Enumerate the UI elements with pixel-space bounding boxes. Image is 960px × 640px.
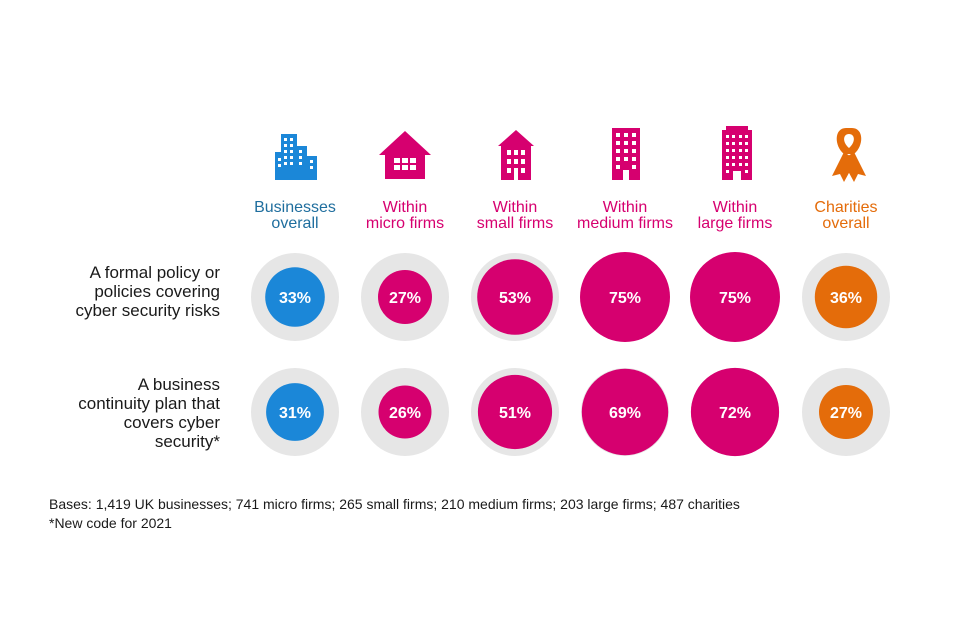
column-header-line: medium firms <box>576 215 673 232</box>
bases-footnote: Bases: 1,419 UK businesses; 741 micro fi… <box>49 496 740 512</box>
column-header-line: Businesses <box>254 199 336 216</box>
bubble-value-label: 36% <box>830 290 862 307</box>
bubble-value-label: 72% <box>719 405 751 422</box>
row-label-line: covers cyber <box>123 413 220 432</box>
column-header-line: Within <box>492 199 538 216</box>
medium-building-icon <box>612 128 640 180</box>
bubble-value-label: 53% <box>499 290 531 307</box>
row-label-line: continuity plan that <box>78 394 220 413</box>
column-header-line: Within <box>382 199 428 216</box>
bubble-micro <box>378 385 432 439</box>
column-header-line: micro firms <box>365 215 445 232</box>
bubble-value-label: 75% <box>609 290 641 307</box>
bubble-value-label: 69% <box>609 405 641 422</box>
row-label-line: cyber security risks <box>75 301 220 320</box>
column-header-large: Within large firms <box>675 200 795 232</box>
tower-building-icon <box>722 126 752 180</box>
bubble-medium <box>581 368 669 456</box>
column-header-medium: Within medium firms <box>565 200 685 232</box>
bubble-value-label: 26% <box>389 405 421 422</box>
column-header-line: Within <box>602 199 648 216</box>
column-header-line: Within <box>712 199 758 216</box>
row-label-continuity: A business continuity plan that covers c… <box>0 375 224 451</box>
bubble-small <box>477 374 553 450</box>
bubble-value-label: 33% <box>279 290 311 307</box>
bubble-businesses <box>266 383 324 441</box>
bubble-large <box>690 252 780 342</box>
column-header-businesses: Businesses overall <box>235 200 355 232</box>
column-header-charities: Charities overall <box>786 200 906 232</box>
bubble-charities <box>819 385 873 439</box>
ribbon-icon <box>832 128 866 182</box>
bubble-medium <box>580 252 670 342</box>
row-label-line: policies covering <box>94 282 220 301</box>
bubble-small <box>477 259 553 335</box>
row-label-line: security* <box>154 432 220 451</box>
house-icon <box>379 131 431 179</box>
bubble-value-label: 27% <box>389 290 421 307</box>
bubble-value-label: 75% <box>719 290 751 307</box>
bubble-value-label: 51% <box>499 405 531 422</box>
column-header-line: overall <box>822 215 870 232</box>
column-header-micro: Within micro firms <box>345 200 465 232</box>
bubble-micro <box>378 270 432 324</box>
office-buildings-icon <box>275 134 317 180</box>
column-header-small: Within small firms <box>455 200 575 232</box>
new-code-footnote: *New code for 2021 <box>49 515 172 531</box>
bubble-businesses <box>265 267 325 327</box>
column-header-line: overall <box>271 215 319 232</box>
row-label-line: A formal policy or <box>89 263 220 282</box>
bubble-large <box>690 367 780 457</box>
bubble-value-label: 27% <box>830 405 862 422</box>
bubble-charities <box>814 265 878 329</box>
row-label-policy: A formal policy or policies covering cyb… <box>0 263 224 320</box>
column-header-line: small firms <box>476 215 554 232</box>
column-header-line: Charities <box>814 199 878 216</box>
bubble-value-label: 31% <box>279 405 311 422</box>
column-header-line: large firms <box>697 215 773 232</box>
row-label-line: A business <box>137 375 220 394</box>
small-building-icon <box>498 130 534 180</box>
